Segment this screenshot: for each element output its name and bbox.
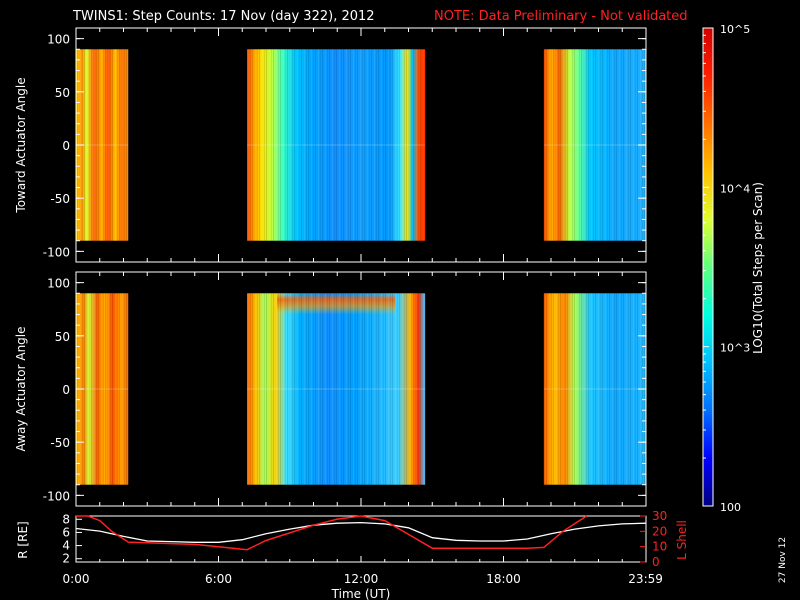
zero-angle-line bbox=[76, 144, 129, 146]
colorbar-ticks: 10^5 10^4 10^3 100 bbox=[703, 23, 750, 514]
stripe-overlay bbox=[543, 293, 646, 485]
preliminary-note: NOTE: Data Preliminary - Not validated bbox=[434, 9, 688, 24]
toward-stripes bbox=[76, 49, 646, 241]
date-stamp: 27 Nov 12 bbox=[778, 537, 788, 583]
y-tick-label: 50 bbox=[55, 86, 70, 100]
lshell-tick-label: 30 bbox=[652, 509, 667, 523]
lshell-tick-label: 0 bbox=[652, 555, 660, 569]
away-stripes bbox=[76, 293, 646, 485]
zero-angle-line bbox=[543, 144, 646, 146]
y-tick-label: 0 bbox=[62, 383, 70, 397]
away-y-ticks: 100 50 0 -50 -100 bbox=[43, 272, 647, 506]
panel-away: 100 50 0 -50 -100 Away Actuator Angle bbox=[14, 271, 647, 507]
toward-ylabel: Toward Actuator Angle bbox=[14, 77, 28, 213]
r-tick-label: 4 bbox=[62, 539, 70, 553]
y-tick-label: -50 bbox=[50, 192, 70, 206]
y-tick-label: -100 bbox=[43, 489, 70, 503]
orbit-ylabel: R [RE] bbox=[16, 521, 30, 558]
x-tick-label: 6:00 bbox=[205, 572, 232, 586]
panel-toward: 100 50 0 -50 -100 Toward Actuator Angle bbox=[14, 27, 647, 263]
y-tick-label: 0 bbox=[62, 139, 70, 153]
stripe-overlay bbox=[247, 293, 426, 485]
x-axis-label: Time (UT) bbox=[331, 587, 391, 600]
y-tick-label: -100 bbox=[43, 245, 70, 259]
colorbar-tick-label: 10^3 bbox=[720, 342, 750, 355]
colorbar: 10^5 10^4 10^3 100 LOG10(Total Steps per Sc… bbox=[702, 23, 765, 514]
stripe-overlay bbox=[247, 49, 426, 241]
x-tick-labels: 0:00 6:00 12:00 18:00 23:59 bbox=[63, 572, 663, 586]
orbit-y2label: L Shell bbox=[675, 520, 689, 560]
series-r-line bbox=[75, 521, 647, 543]
zero-angle-line bbox=[247, 388, 426, 390]
x-tick-label: 18:00 bbox=[486, 572, 521, 586]
lshell-tick-label: 10 bbox=[652, 540, 667, 554]
away-ylabel: Away Actuator Angle bbox=[14, 326, 28, 451]
panel-orbit-frame bbox=[75, 515, 647, 563]
colorbar-tick-label: 100 bbox=[720, 501, 741, 514]
stripe-overlay bbox=[76, 293, 129, 485]
x-tick-label: 12:00 bbox=[344, 572, 379, 586]
zero-angle-line bbox=[76, 388, 129, 390]
r-tick-label: 6 bbox=[62, 525, 70, 539]
zero-angle-line bbox=[543, 388, 646, 390]
colorbar-label: LOG10(Total Steps per Scan) bbox=[751, 182, 765, 354]
colorbar-gradient bbox=[702, 27, 714, 507]
y-tick-label: -50 bbox=[50, 436, 70, 450]
stripe-overlay bbox=[543, 49, 646, 241]
colorbar-tick-label: 10^5 bbox=[720, 23, 750, 36]
toward-y-ticks: 100 50 0 -50 -100 bbox=[43, 28, 647, 262]
chart-title: TWINS1: Step Counts: 17 Nov (day 322), 2… bbox=[72, 9, 375, 24]
r-tick-label: 2 bbox=[62, 552, 70, 566]
stripe-overlay bbox=[76, 49, 129, 241]
x-tick-label: 23:59 bbox=[628, 572, 663, 586]
y-tick-label: 100 bbox=[47, 33, 70, 47]
y-tick-label: 100 bbox=[47, 277, 70, 291]
r-tick-label: 8 bbox=[62, 512, 70, 526]
lshell-tick-label: 20 bbox=[652, 524, 667, 538]
zero-angle-line bbox=[247, 144, 426, 146]
colorbar-tick-label: 10^4 bbox=[720, 182, 750, 195]
series-lshell-line bbox=[76, 515, 588, 551]
y-tick-label: 50 bbox=[55, 330, 70, 344]
x-tick-label: 0:00 bbox=[63, 572, 90, 586]
